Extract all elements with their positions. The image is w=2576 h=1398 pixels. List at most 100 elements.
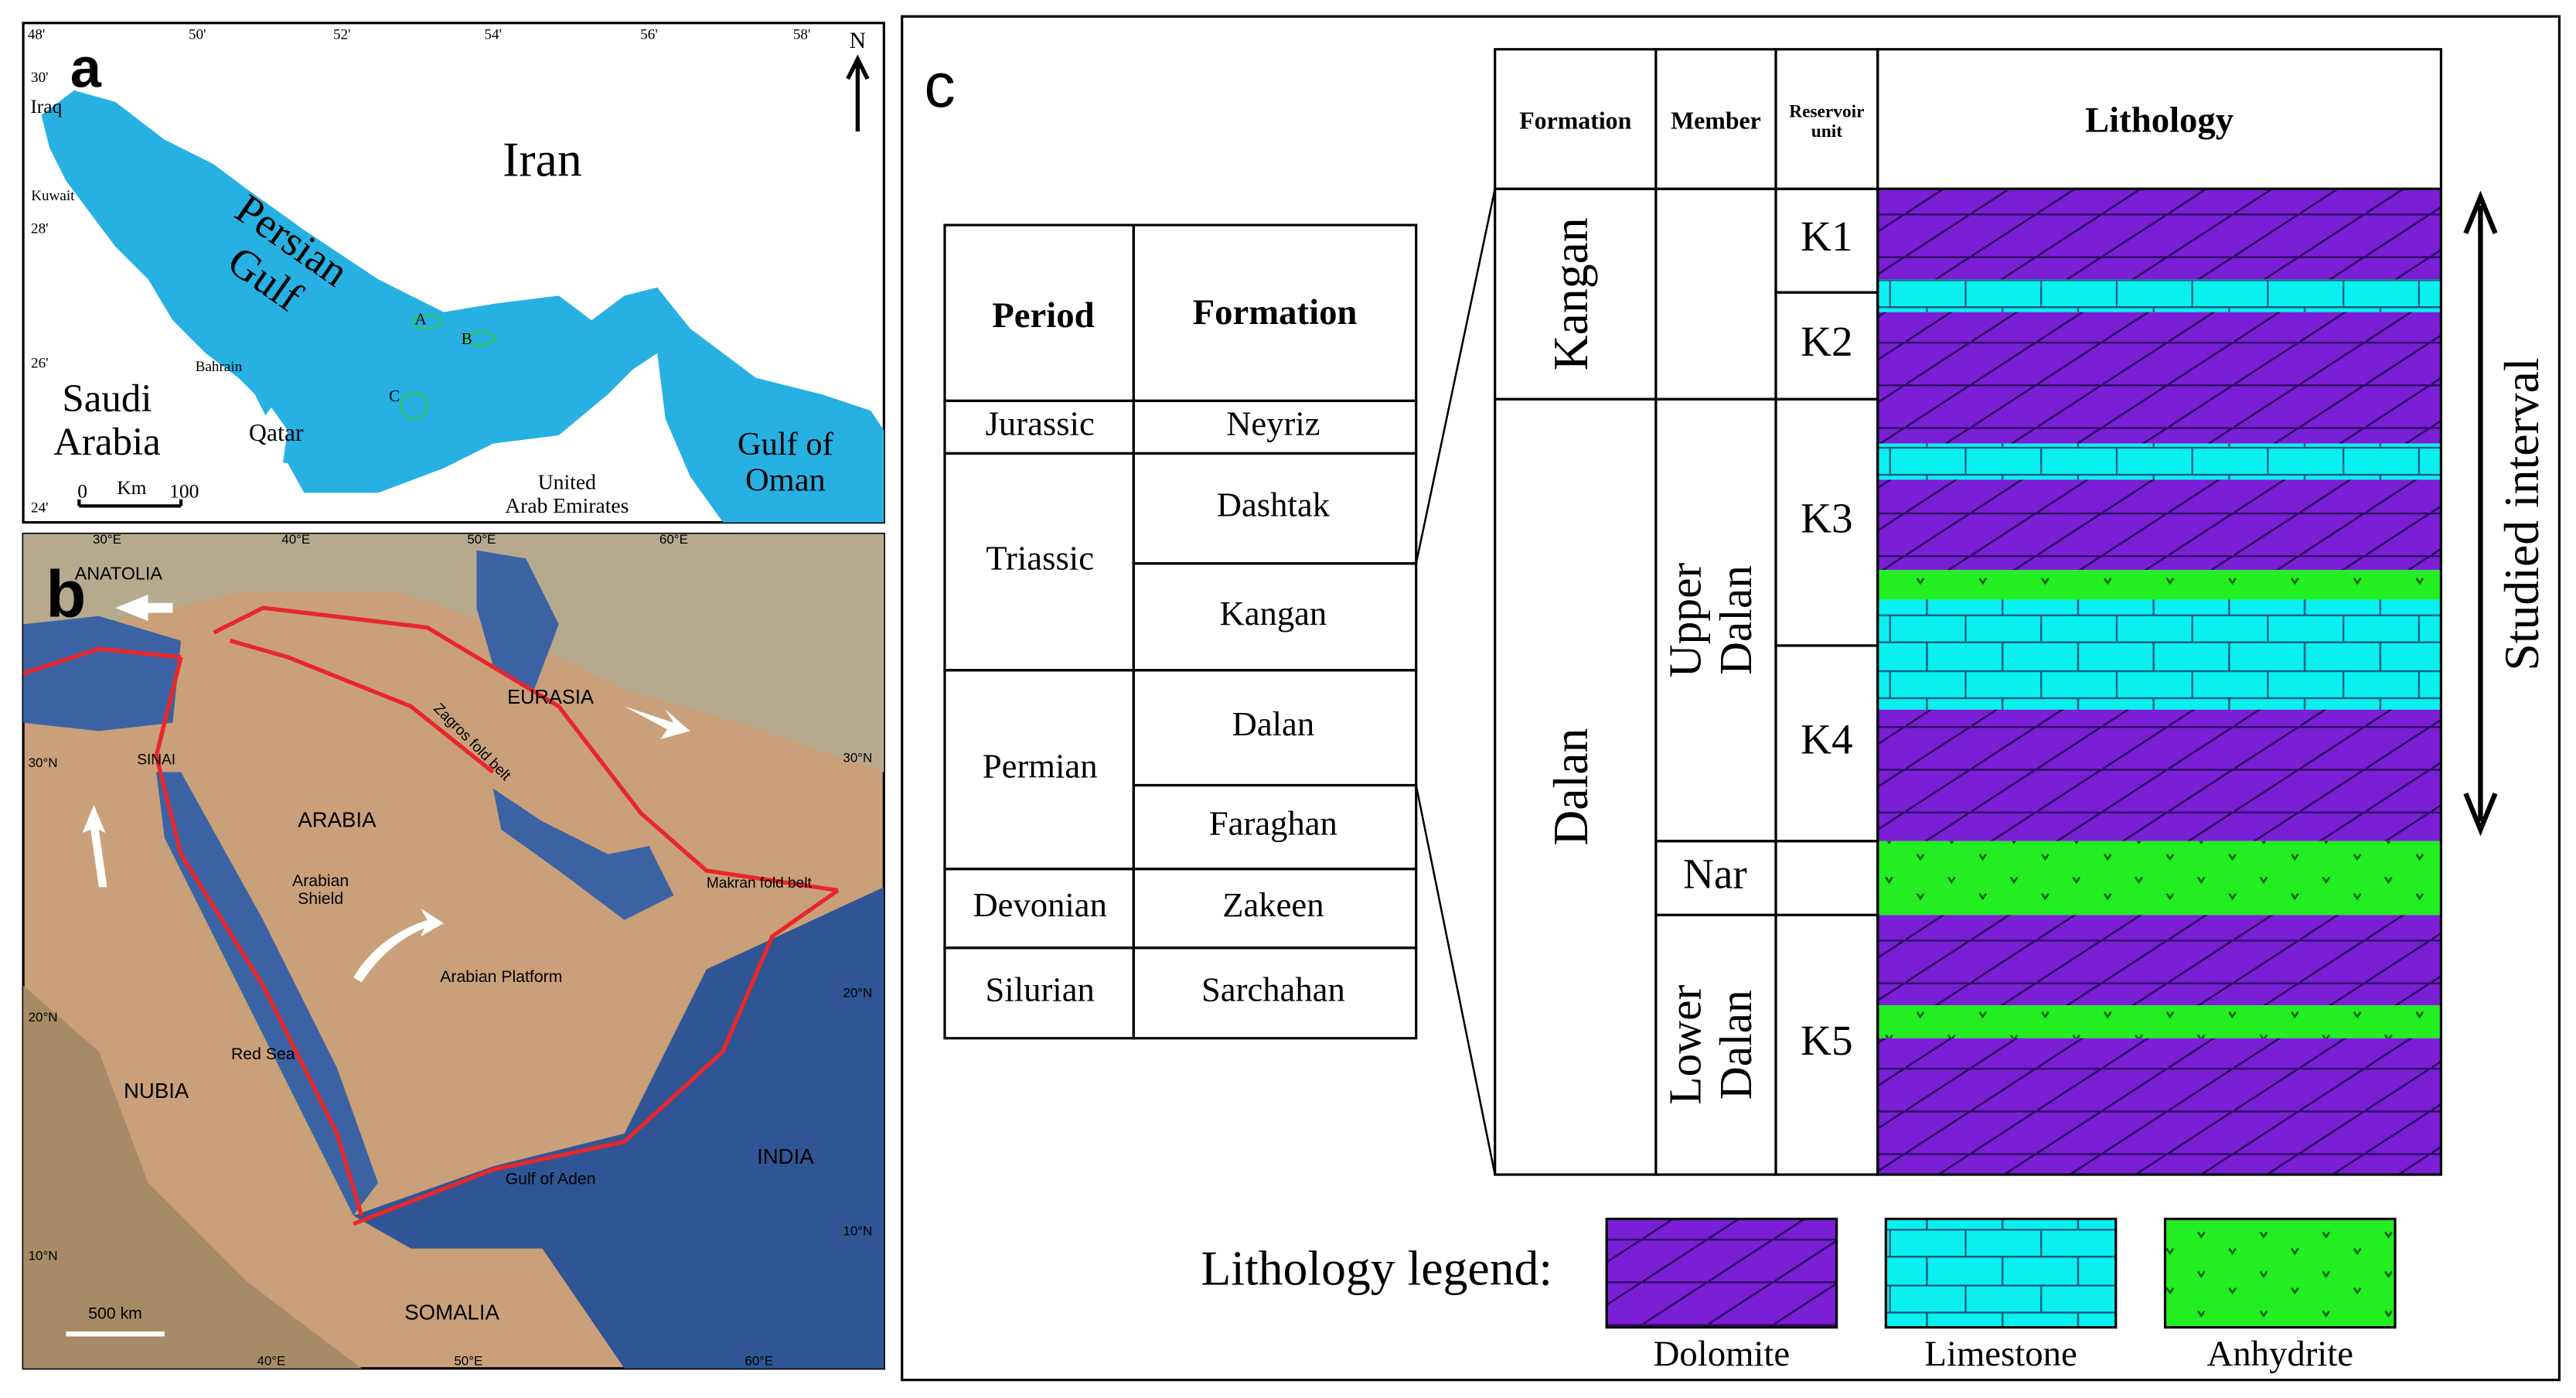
period-label: Silurian bbox=[986, 970, 1095, 1009]
persian-gulf bbox=[492, 788, 674, 920]
lithology-layer bbox=[1877, 479, 2441, 571]
panel-label: b bbox=[46, 558, 86, 632]
period-label: Jurassic bbox=[986, 404, 1095, 443]
formation-label: Faraghan bbox=[1209, 804, 1337, 843]
scale-label: 500 km bbox=[88, 1304, 142, 1322]
place-label: United Arab Emirates bbox=[505, 470, 629, 517]
legend-swatch bbox=[1605, 1217, 1838, 1329]
place-label: ARABIA bbox=[298, 808, 377, 832]
place-label: NUBIA bbox=[124, 1079, 189, 1103]
lithology-layer bbox=[1877, 709, 2441, 841]
unit-label: K4 bbox=[1801, 715, 1853, 762]
place-label: ANATOLIA bbox=[75, 564, 163, 584]
column-header: Member bbox=[1671, 107, 1761, 135]
place-label: Gulf of Oman bbox=[738, 426, 834, 499]
lithology-layer bbox=[1877, 915, 2441, 1006]
lithology-layer bbox=[1877, 1005, 2441, 1038]
scale-label: 100 bbox=[169, 479, 199, 502]
field-label: A bbox=[415, 309, 428, 328]
north-label: N bbox=[850, 28, 866, 53]
table-cell bbox=[1774, 840, 1879, 916]
legend-label: Limestone bbox=[1924, 1334, 2077, 1374]
place-label: Makran fold belt bbox=[707, 875, 813, 892]
formation-label: Sarchahan bbox=[1201, 970, 1345, 1009]
member-name: Nar bbox=[1683, 850, 1747, 897]
place-label: SINAI bbox=[137, 752, 175, 769]
formation-label: Dashtak bbox=[1217, 486, 1331, 524]
place-label: Iran bbox=[503, 131, 582, 186]
place-label: Arabian Shield bbox=[292, 871, 349, 907]
lat-label: 20°N bbox=[843, 986, 872, 1001]
lon-label: 48' bbox=[28, 27, 46, 43]
lithology-layer bbox=[1877, 312, 2441, 444]
panel-label: c bbox=[924, 51, 955, 121]
eurasia-land bbox=[23, 534, 884, 772]
lat-label: 30°N bbox=[29, 755, 58, 770]
field-label: B bbox=[462, 329, 472, 348]
lithology-layer bbox=[1877, 599, 2441, 710]
unit-label: K2 bbox=[1801, 318, 1853, 365]
lithology-layer bbox=[1877, 570, 2441, 600]
motion-arrows bbox=[82, 595, 690, 983]
sea bbox=[41, 90, 884, 523]
lon-label: 40°E bbox=[257, 1354, 285, 1369]
lat-label: 30' bbox=[31, 70, 49, 86]
panel-c-frame bbox=[901, 15, 2561, 1382]
lithology-layer bbox=[1877, 279, 2441, 312]
column-header: Reservoir unit bbox=[1789, 102, 1864, 142]
arabian-sea bbox=[353, 887, 884, 1369]
lithology-layer bbox=[1877, 189, 2441, 280]
table-cell bbox=[1654, 187, 1777, 401]
mediterranean bbox=[23, 615, 182, 731]
table-header: Formation bbox=[1193, 292, 1358, 332]
lon-label: 50°E bbox=[467, 532, 496, 547]
range-label: Studied interval bbox=[2494, 357, 2549, 670]
period-label: Permian bbox=[983, 747, 1098, 786]
field-outlines bbox=[400, 314, 496, 420]
table-header: Period bbox=[992, 295, 1094, 336]
formation-label: Kangan bbox=[1220, 594, 1327, 633]
place-label: Saudi Arabia bbox=[53, 377, 161, 464]
range-arrow bbox=[2463, 190, 2498, 837]
stratigraphy-grid bbox=[943, 48, 2498, 1329]
period-label: Devonian bbox=[973, 885, 1106, 924]
scale-label: Km bbox=[117, 476, 146, 499]
lat-label: 10°N bbox=[29, 1249, 58, 1263]
caspian bbox=[476, 550, 559, 690]
lithology-layer bbox=[1877, 443, 2441, 480]
place-label: Gulf of Aden bbox=[506, 1169, 596, 1188]
place-label: SOMALIA bbox=[404, 1301, 499, 1325]
member-name: LowerDalan bbox=[1659, 984, 1760, 1104]
column-header: Formation bbox=[1519, 107, 1631, 135]
lat-label: 28' bbox=[31, 221, 49, 237]
lat-label: 20°N bbox=[29, 1011, 58, 1025]
legend-label: Dolomite bbox=[1654, 1334, 1791, 1374]
lat-label: 30°N bbox=[843, 751, 872, 765]
place-label: EURASIA bbox=[507, 687, 594, 708]
place-label: Qatar bbox=[249, 419, 304, 446]
lon-label: 30°E bbox=[93, 532, 121, 547]
lon-label: 50°E bbox=[454, 1354, 482, 1369]
lon-label: 50' bbox=[189, 27, 206, 43]
place-label: Arabian Platform bbox=[440, 967, 562, 986]
lithology-layer bbox=[1877, 1038, 2441, 1175]
formation-label: Neyriz bbox=[1226, 404, 1320, 443]
formation-label: Dalan bbox=[1232, 704, 1315, 743]
field-label: C bbox=[389, 387, 400, 405]
connector bbox=[1415, 189, 1496, 1175]
legend-swatch bbox=[1884, 1217, 2118, 1329]
plate-boundaries bbox=[22, 605, 840, 1226]
lon-label: 54' bbox=[484, 27, 502, 43]
formation-label: Zakeen bbox=[1222, 885, 1324, 924]
column-header: Lithology bbox=[2085, 100, 2234, 140]
lon-label: 58' bbox=[793, 27, 811, 43]
lat-label: 26' bbox=[31, 356, 49, 372]
lon-label: 56' bbox=[640, 27, 658, 43]
unit-label: K3 bbox=[1801, 494, 1853, 541]
legend-label: Anhydrite bbox=[2206, 1334, 2353, 1374]
lat-label: 24' bbox=[31, 500, 49, 517]
north-arrow bbox=[846, 54, 870, 131]
unit-label: K5 bbox=[1801, 1017, 1853, 1064]
lithology-layer bbox=[1877, 841, 2441, 916]
